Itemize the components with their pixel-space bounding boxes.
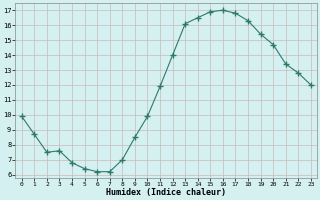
X-axis label: Humidex (Indice chaleur): Humidex (Indice chaleur) — [106, 188, 226, 197]
